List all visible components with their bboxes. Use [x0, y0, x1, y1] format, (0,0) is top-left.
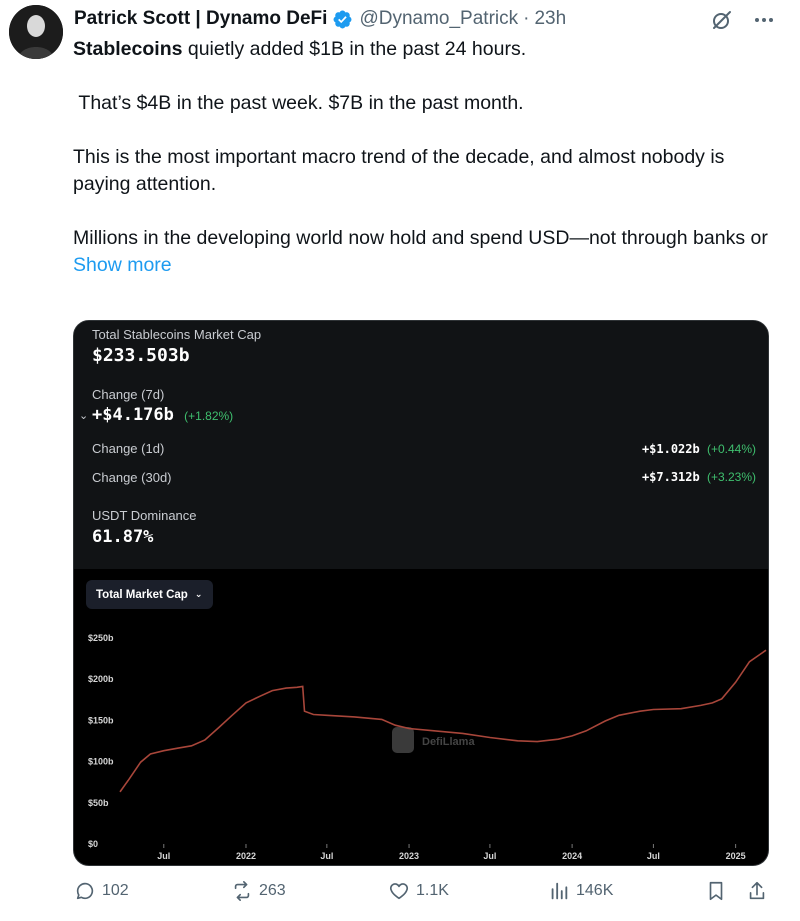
x-tick-label: 2023 — [399, 851, 419, 861]
dropdown-label: Total Market Cap — [96, 588, 188, 601]
change-1d-label: Change (1d) — [92, 441, 165, 456]
tweet-text: Stablecoins quietly added $1B in the pas… — [73, 36, 773, 279]
x-tick-label: Jul — [320, 851, 333, 861]
x-axis-ticks: Jul 2022 Jul 2023 Jul 2024 Jul 2025 — [157, 844, 746, 861]
change-30d-value: +$7.312b (+3.23%) — [642, 470, 756, 484]
show-more-link[interactable]: Show more — [73, 254, 172, 276]
tweet-paragraph: Millions in the developing world now hol… — [73, 225, 773, 252]
reply-count: 102 — [102, 882, 129, 899]
x-tick-label: Jul — [483, 851, 496, 861]
change-7d-amount: +$4.176b — [92, 405, 174, 425]
like-count: 1.1K — [416, 882, 449, 899]
y-tick-label: $250b — [88, 633, 114, 643]
like-button[interactable]: 1.1K — [388, 880, 449, 902]
person-avatar-icon — [9, 5, 63, 59]
llama-logo-icon — [392, 727, 414, 753]
market-cap-line-chart: $0 $50b $100b $150b $200b $250b Jul 2022 Jul 202… — [88, 633, 767, 861]
tweet-actions-bar: 102 263 1.1K 146K — [74, 880, 774, 910]
x-tick-label: 2024 — [562, 851, 582, 861]
tweet-paragraph: This is the most important macro trend o… — [73, 144, 773, 198]
views-button[interactable]: 146K — [548, 880, 613, 902]
tweet-paragraph-text: quietly added $1B in the past 24 hours. — [182, 38, 527, 60]
reply-button[interactable]: 102 — [74, 880, 129, 902]
total-market-cap-value: $233.503b — [92, 345, 190, 366]
tweet-paragraph: Stablecoins quietly added $1B in the pas… — [73, 36, 773, 63]
x-tick-label: Jul — [647, 851, 660, 861]
heart-icon — [389, 883, 409, 900]
share-icon — [749, 881, 765, 900]
grok-icon[interactable] — [710, 8, 734, 32]
y-tick-label: $150b — [88, 715, 114, 725]
y-tick-label: $50b — [88, 798, 109, 808]
retweet-count: 263 — [259, 882, 286, 899]
x-tick-label: 2025 — [726, 851, 746, 861]
defillama-watermark: DefiLlama — [392, 727, 475, 753]
tweet-time[interactable]: 23h — [534, 8, 567, 29]
tweet-paragraph-text: Millions in the developing world now hol… — [73, 227, 768, 249]
x-tick-label: Jul — [157, 851, 170, 861]
author-avatar[interactable] — [9, 5, 63, 59]
tweet-paragraph-text: This is the most important macro trend o… — [73, 146, 730, 195]
change-7d-label: Change (7d) — [92, 387, 165, 402]
bookmark-button[interactable] — [705, 880, 727, 902]
more-options-icon[interactable] — [752, 8, 776, 32]
views-count: 146K — [576, 882, 614, 899]
author-handle[interactable]: @Dynamo_Patrick — [359, 8, 519, 29]
usdt-dominance-label: USDT Dominance — [92, 508, 197, 523]
author-name[interactable]: Patrick Scott | Dynamo DeFi — [74, 8, 328, 29]
watermark-text: DefiLlama — [422, 736, 475, 748]
chevron-down-icon[interactable]: ⌄ — [79, 410, 89, 422]
reply-icon — [76, 882, 94, 900]
bookmark-icon — [709, 881, 723, 901]
y-axis-ticks: $0 $50b $100b $150b $200b $250b — [88, 633, 114, 849]
bar-chart-icon — [551, 882, 568, 900]
y-tick-label: $200b — [88, 674, 114, 684]
verified-badge-icon — [333, 10, 352, 28]
chart-metric-dropdown[interactable]: Total Market Cap ⌄ — [86, 580, 213, 609]
x-tick-label: 2022 — [236, 851, 256, 861]
total-market-cap-label: Total Stablecoins Market Cap — [92, 327, 262, 342]
tweet-header: Patrick Scott | Dynamo DeFi @Dynamo_Patr… — [74, 6, 566, 32]
change-1d-value: +$1.022b (+0.44%) — [642, 442, 756, 456]
separator-dot: · — [523, 8, 530, 29]
retweet-button[interactable]: 263 — [231, 880, 286, 902]
tweet-paragraph: That’s $4B in the past week. $7B in the … — [73, 90, 773, 117]
change-30d-amount: +$7.312b — [641, 470, 700, 484]
change-7d-value: +$4.176b (+1.82%) — [92, 405, 233, 425]
chevron-down-icon: ⌄ — [194, 589, 203, 599]
change-1d-percent: (+0.44%) — [706, 442, 756, 456]
series-line — [119, 649, 767, 793]
change-7d-percent: (+1.82%) — [184, 409, 234, 423]
change-30d-label: Change (30d) — [92, 470, 172, 485]
y-tick-label: $0 — [88, 839, 98, 849]
share-button[interactable] — [746, 880, 768, 902]
usdt-dominance-value: 61.87% — [92, 527, 154, 547]
tweet-media-image[interactable]: Total Stablecoins Market Cap $233.503b C… — [73, 320, 769, 866]
change-1d-amount: +$1.022b — [641, 442, 700, 456]
y-tick-label: $100b — [88, 757, 114, 767]
tweet-paragraph-text: That’s $4B in the past week. $7B in the … — [73, 92, 524, 114]
hashtag-link[interactable]: Stablecoins — [73, 38, 183, 60]
retweet-icon — [234, 881, 250, 901]
change-30d-percent: (+3.23%) — [706, 470, 756, 484]
stats-panel: Total Stablecoins Market Cap $233.503b C… — [74, 321, 768, 569]
